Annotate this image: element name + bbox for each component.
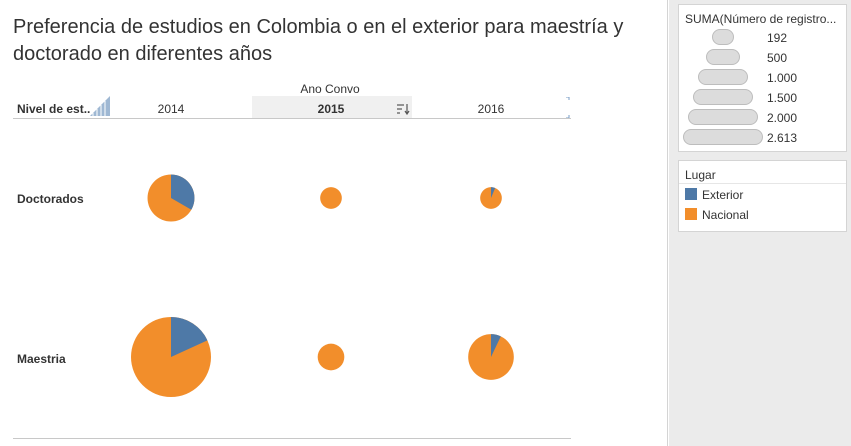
column-header-highlight[interactable] xyxy=(252,96,412,118)
header-divider xyxy=(13,118,571,119)
pie-slice-nacional[interactable] xyxy=(317,343,345,371)
color-legend-item-exterior[interactable]: Exterior xyxy=(679,184,846,204)
size-legend-item: 192 xyxy=(679,27,846,47)
size-legend-shape xyxy=(692,89,754,105)
row-header-doctorados[interactable]: Doctorados xyxy=(17,192,84,206)
color-swatch xyxy=(685,208,697,220)
color-legend-title: Lugar xyxy=(685,168,716,182)
size-legend-label: 1.500 xyxy=(767,91,798,105)
pie-maestria-2014[interactable] xyxy=(131,317,211,397)
pie-doctorados-2016[interactable] xyxy=(480,187,502,209)
pie-slice-exterior[interactable] xyxy=(171,174,195,210)
pie-slice-exterior[interactable] xyxy=(171,317,208,357)
chart-title: Preferencia de estudios en Colombia o en… xyxy=(13,16,624,65)
column-header-2016[interactable]: 2016 xyxy=(477,102,505,116)
pie-slice-nacional[interactable] xyxy=(320,187,342,209)
size-legend-item: 2.000 xyxy=(679,107,846,127)
size-legend-shape xyxy=(683,129,763,145)
size-legend-label: 500 xyxy=(767,51,788,65)
bottom-divider xyxy=(13,438,571,439)
size-legend-shape xyxy=(688,109,758,125)
legend-pane: SUMA(Número de registro... 192 500 1.000 1.… xyxy=(669,0,851,446)
viz-pane: Preferencia de estudios en Colombia o en… xyxy=(13,0,668,446)
color-legend-label: Exterior xyxy=(702,188,744,202)
column-header-2015[interactable]: 2015 xyxy=(317,102,345,116)
size-legend-item: 500 xyxy=(679,47,846,67)
pie-doctorados-2014[interactable] xyxy=(147,174,195,222)
color-legend-label: Nacional xyxy=(702,208,749,222)
sort-descending-icon[interactable] xyxy=(396,103,410,115)
pie-slice-exterior[interactable] xyxy=(491,187,496,198)
size-legend-shape xyxy=(698,69,748,85)
size-legend-label: 192 xyxy=(767,31,788,45)
pie-slice-exterior[interactable] xyxy=(491,334,501,357)
size-legend-shape xyxy=(705,49,741,65)
size-legend-item: 2.613 xyxy=(679,127,846,147)
size-legend-label: 2.000 xyxy=(767,111,798,125)
color-legend-item-nacional[interactable]: Nacional xyxy=(679,204,846,224)
size-legend-label: 2.613 xyxy=(767,131,798,145)
size-legend-title: SUMA(Número de registro... xyxy=(685,12,837,26)
row-field-header[interactable]: Nivel de est.. xyxy=(17,102,91,116)
pie-maestria-2015[interactable] xyxy=(317,343,345,371)
sort-field-icon[interactable] xyxy=(90,96,110,116)
column-group-header: Ano Convo xyxy=(300,82,360,96)
color-swatch xyxy=(685,188,697,200)
size-legend-item: 1.000 xyxy=(679,67,846,87)
size-legend: SUMA(Número de registro... 192 500 1.000 1.… xyxy=(678,4,847,152)
pie-doctorados-2015[interactable] xyxy=(320,187,342,209)
size-legend-shape xyxy=(712,29,734,45)
column-header-2014[interactable]: 2014 xyxy=(157,102,185,116)
size-legend-item: 1.500 xyxy=(679,87,846,107)
pie-maestria-2016[interactable] xyxy=(468,334,514,380)
row-header-maestria[interactable]: Maestria xyxy=(17,352,66,366)
color-legend: Lugar Exterior Nacional xyxy=(678,160,847,232)
pie-grid xyxy=(131,174,514,397)
size-legend-label: 1.000 xyxy=(767,71,798,85)
